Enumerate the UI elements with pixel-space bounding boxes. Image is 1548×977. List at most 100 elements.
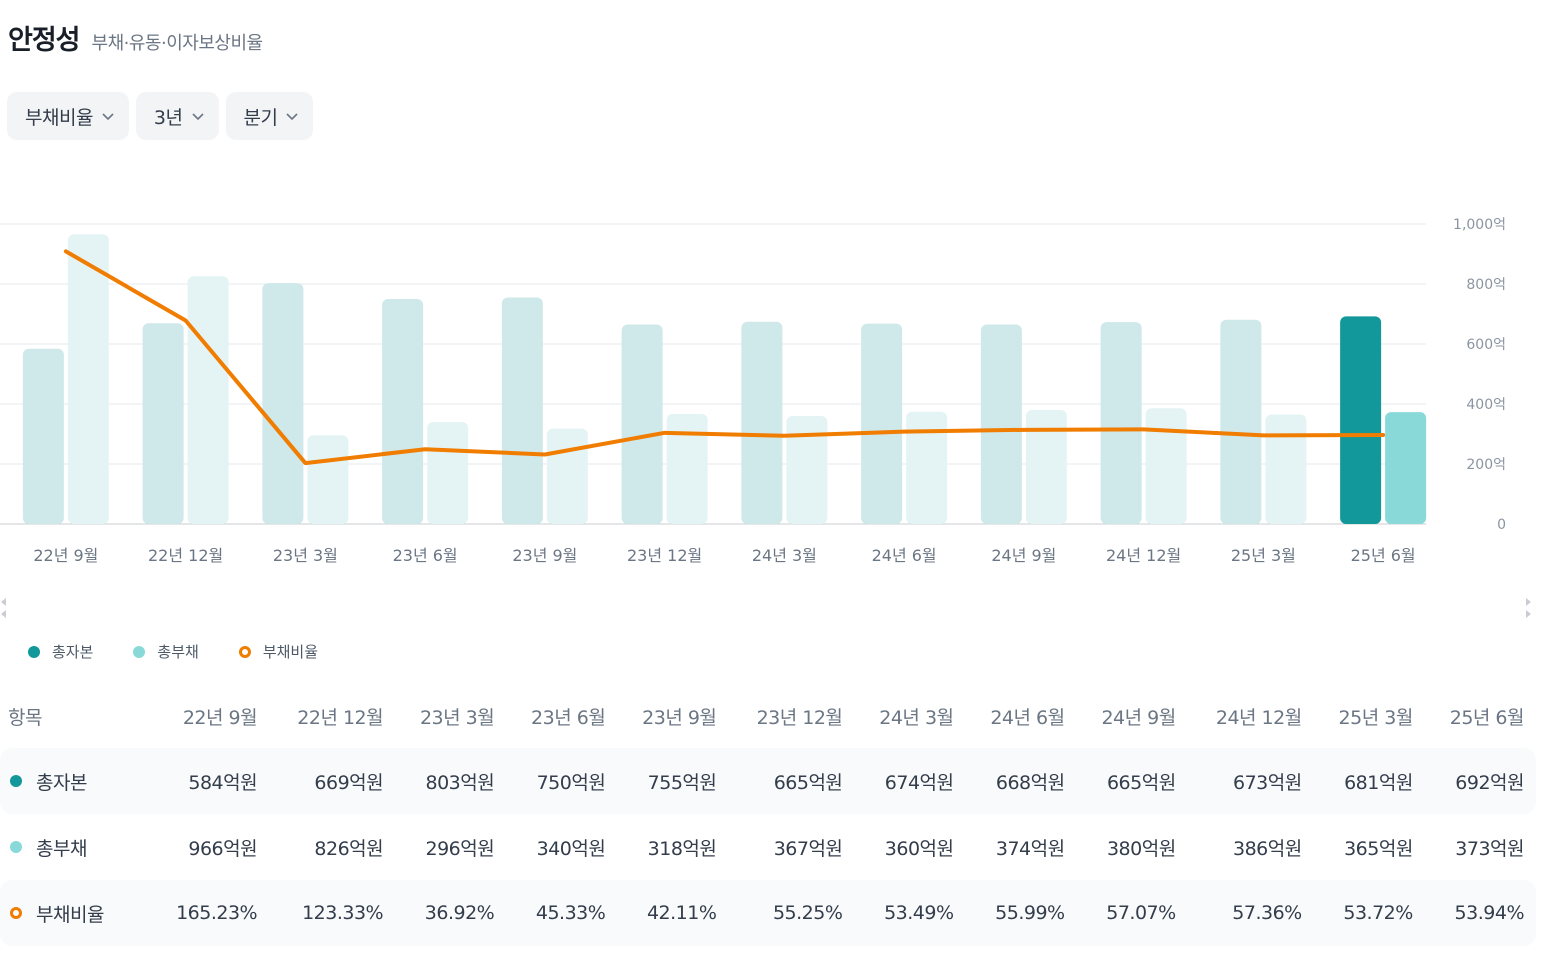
legend-item-debt-ratio[interactable]: 부채비율 [238, 641, 319, 662]
interval-filter-label: 분기 [243, 106, 278, 129]
table-cell: 42.11% [617, 880, 729, 946]
debt-ratio-point [304, 462, 306, 464]
legend-item-equity[interactable]: 총자본 [28, 641, 93, 662]
bar-equity [22, 348, 64, 524]
section-header: 안정성 부채·유동·이자보상비율 [8, 18, 263, 57]
table-cell: 668억원 [965, 748, 1077, 814]
chevron-down-icon [286, 113, 299, 121]
row-label-cell: 부채비율 [0, 880, 150, 946]
scroll-right-icon[interactable] [1524, 596, 1534, 620]
table-cell: 55.99% [965, 880, 1077, 946]
debt-ratio-point [1023, 429, 1025, 431]
x-tick-label: 23년 12월 [627, 546, 702, 565]
table-cell: 57.36% [1187, 880, 1314, 946]
table-cell: 665억원 [1076, 748, 1188, 814]
table-cell: 365억원 [1344, 837, 1413, 860]
table-cell: 367억원 [773, 837, 843, 860]
table-cell: 57.07% [1076, 880, 1188, 946]
bar-equity [1220, 319, 1262, 524]
table-cell: 53.94% [1424, 880, 1536, 946]
bar-equity [262, 283, 304, 524]
x-tick-label: 23년 9월 [512, 546, 577, 565]
bar-liabilities [906, 411, 948, 524]
x-tick-label: 23년 6월 [393, 546, 458, 565]
row-label-cell: 총자본 [0, 748, 150, 814]
debt-ratio-point [1262, 434, 1264, 436]
table-cell: 165.23% [149, 880, 270, 946]
bar-liabilities [1145, 408, 1187, 524]
page-subtitle: 부채·유동·이자보상비율 [91, 33, 264, 54]
table-header-cell: 25년 6월 [1449, 706, 1525, 729]
debt-ratio-point [1382, 434, 1384, 436]
legend-label: 총자본 [52, 643, 94, 661]
bar-liabilities [666, 413, 708, 524]
table-cell: 374억원 [995, 837, 1065, 860]
debt-ratio-point [65, 250, 67, 252]
table-cell: 681억원 [1313, 748, 1425, 814]
table-cell: 296억원 [425, 837, 495, 860]
scroll-left-icon[interactable] [0, 596, 10, 620]
legend-label: 부채비율 [262, 643, 319, 661]
bar-equity [382, 299, 424, 524]
bar-equity [980, 324, 1022, 524]
bar-liabilities [1265, 414, 1307, 524]
x-tick-label: 25년 6월 [1351, 546, 1416, 565]
bar-equity [1340, 316, 1382, 524]
x-tick-label: 24년 6월 [872, 546, 937, 565]
debt-ratio-point [664, 432, 666, 434]
table-cell: 45.33% [506, 880, 618, 946]
table-cell: 318억원 [647, 837, 717, 860]
row-label: 총자본 [36, 771, 87, 794]
bar-liabilities [1385, 412, 1427, 524]
table-cell: 750억원 [506, 748, 618, 814]
page-title: 안정성 [8, 25, 81, 56]
dot-icon [10, 841, 22, 853]
table-header-cell: 24년 6월 [990, 706, 1065, 729]
table-header-row: 항목 22년 9월 22년 12월 23년 3월 23년 6월 23년 9월 2… [0, 684, 1536, 748]
metric-filter-label: 부채비율 [25, 106, 93, 129]
table-row-debt-ratio: 부채비율 165.23% 123.33% 36.92% 45.33% 42.11… [0, 880, 1536, 946]
bar-liabilities [786, 416, 828, 524]
table-cell: 584억원 [149, 748, 270, 814]
bar-liabilities [67, 234, 109, 524]
row-label: 부채비율 [36, 903, 104, 926]
table-header-label: 항목 [8, 706, 42, 729]
table-cell: 53.72% [1313, 880, 1425, 946]
chevron-down-icon [102, 113, 114, 121]
bar-liabilities [1025, 410, 1067, 524]
bar-equity [741, 321, 783, 524]
bar-equity [142, 323, 184, 524]
x-tick-label: 24년 3월 [752, 546, 817, 565]
legend-item-liabilities[interactable]: 총부채 [133, 641, 199, 662]
table-header-cell: 24년 3월 [879, 706, 954, 729]
bar-liabilities [427, 422, 469, 524]
debt-ratio-point [1143, 428, 1145, 430]
table-header-cell: 25년 3월 [1338, 706, 1414, 729]
period-filter-label: 3년 [153, 106, 183, 129]
table-cell: 36.92% [395, 880, 507, 946]
debt-ratio-point [424, 448, 426, 450]
interval-filter-dropdown[interactable]: 분기 [225, 92, 314, 140]
table-row-liabilities: 총부채 966억원 826억원 296억원 340억원 318억원 367억원 … [0, 814, 1536, 880]
y-tick-label: 0 [1497, 517, 1506, 533]
debt-ratio-line [63, 249, 1386, 466]
table-cell: 665억원 [728, 748, 855, 814]
table-header-cell: 22년 9월 [182, 706, 258, 729]
debt-ratio-point [185, 320, 187, 322]
table-cell: 803억원 [395, 748, 507, 814]
table-header-cell: 24년 9월 [1101, 706, 1176, 729]
table-cell: 673억원 [1187, 748, 1314, 814]
table-cell: 123.33% [269, 880, 396, 946]
legend-dot-icon [133, 645, 146, 658]
table-cell: 755억원 [617, 748, 729, 814]
table-cell: 53.49% [854, 880, 966, 946]
legend-ring-icon [238, 645, 251, 658]
metric-filter-dropdown[interactable]: 부채비율 [7, 92, 129, 140]
period-filter-dropdown[interactable]: 3년 [135, 92, 219, 140]
filter-bar: 부채비율 3년 분기 [7, 92, 314, 140]
x-tick-label: 24년 9월 [991, 546, 1056, 565]
stability-chart: 0 200억 400억 600억 800억 1,000억 22년 9월 22년 12월 23년 … [0, 217, 1506, 565]
row-label-cell: 총부채 [0, 814, 149, 880]
table-cell: 386억원 [1232, 837, 1302, 860]
table-cell: 373억원 [1455, 837, 1524, 860]
